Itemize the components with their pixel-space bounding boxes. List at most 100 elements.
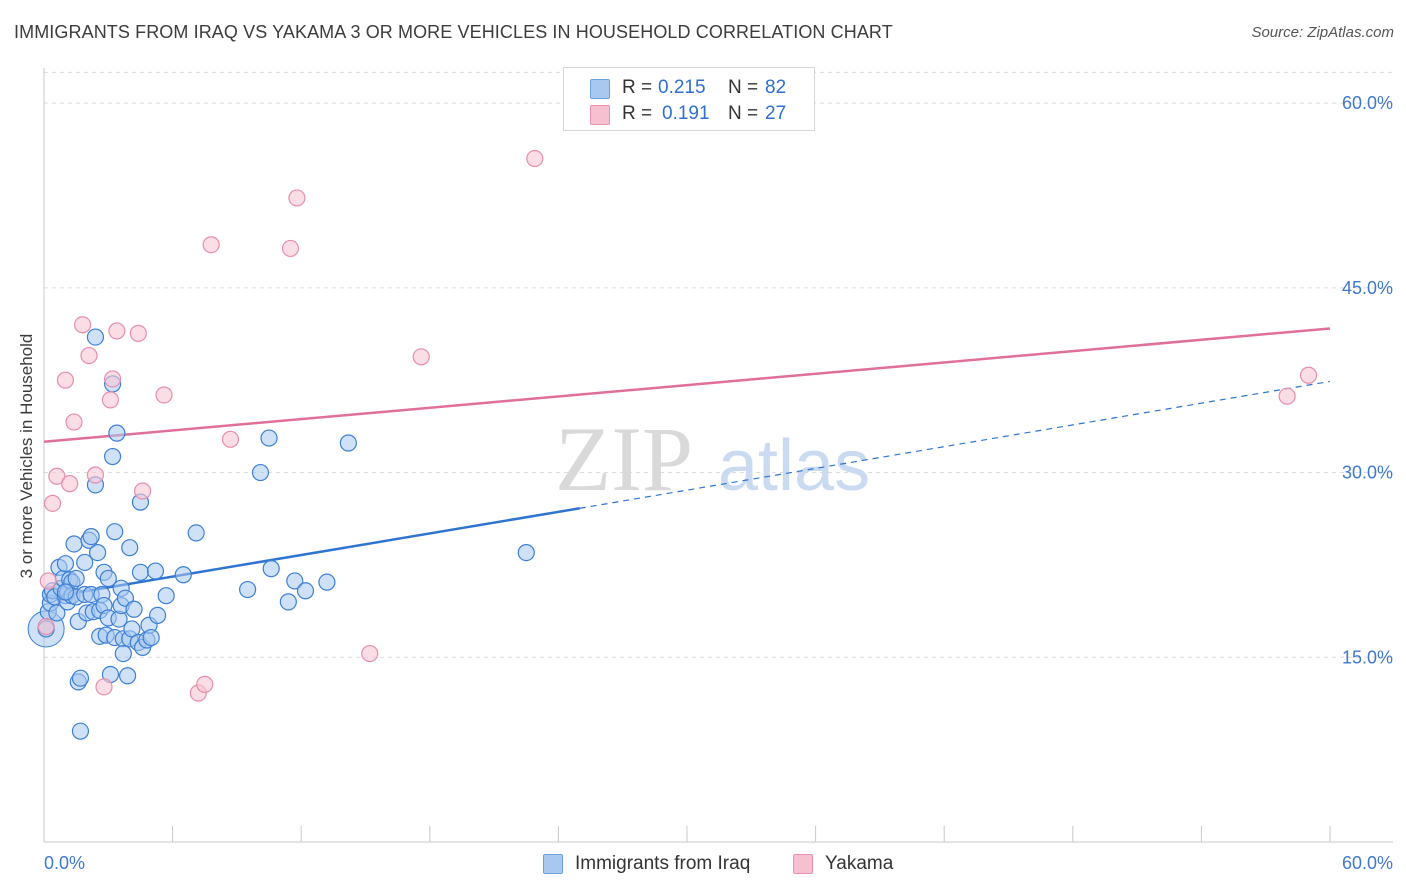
data-point-iraq xyxy=(71,722,90,740)
bottom-legend-swatch-iraq xyxy=(543,854,563,874)
data-point-yakama xyxy=(86,466,105,484)
data-point-yakama xyxy=(133,482,152,500)
legend-n-label: N = xyxy=(728,77,759,98)
bottom-legend-label-yakama: Yakama xyxy=(825,853,894,874)
legend-r-value: 0.191 xyxy=(662,103,710,124)
data-point-iraq xyxy=(56,555,75,573)
data-point-iraq xyxy=(174,566,192,584)
axes xyxy=(43,68,1393,843)
data-point-yakama xyxy=(129,324,147,342)
y-tick-label: 45.0% xyxy=(1342,278,1393,298)
y-tick-labels: 15.0% 30.0% 45.0% 60.0% xyxy=(1342,93,1393,667)
watermark: ZIP atlas xyxy=(555,408,870,510)
data-point-iraq xyxy=(56,583,75,601)
data-point-iraq xyxy=(339,434,357,452)
legend-swatch-iraq xyxy=(590,79,610,99)
source-label: Source: ZipAtlas.com xyxy=(1251,24,1394,41)
data-point-iraq xyxy=(157,587,175,605)
data-point-yakama xyxy=(221,430,240,448)
data-point-iraq xyxy=(121,539,139,557)
data-point-yakama xyxy=(103,370,122,388)
y-axis-label: 3 or more Vehicles in Household xyxy=(17,333,36,579)
data-point-iraq xyxy=(125,600,143,618)
data-point-yakama xyxy=(281,239,300,258)
x-tick-label-max: 60.0% xyxy=(1342,853,1393,873)
data-point-iraq xyxy=(260,429,278,447)
data-point-yakama xyxy=(202,236,220,254)
data-point-iraq xyxy=(71,669,90,687)
legend-n-value: 82 xyxy=(765,77,787,98)
data-point-iraq xyxy=(262,560,280,578)
y-tick-label: 60.0% xyxy=(1342,93,1393,113)
legend-r-label: R = xyxy=(622,103,653,124)
data-point-iraq xyxy=(82,527,100,546)
data-point-iraq xyxy=(48,604,66,622)
data-point-iraq xyxy=(114,644,132,663)
data-point-iraq xyxy=(88,543,107,562)
bottom-legend-swatch-yakama xyxy=(793,854,813,874)
watermark-zip: ZIP xyxy=(555,408,693,510)
data-point-iraq xyxy=(99,569,117,588)
watermark-atlas: atlas xyxy=(718,426,870,506)
legend-r-label: R = xyxy=(622,77,653,98)
data-point-yakama xyxy=(108,322,126,340)
data-point-iraq xyxy=(67,569,85,588)
data-point-iraq xyxy=(86,328,105,346)
chart-title: IMMIGRANTS FROM IRAQ VS YAKAMA 3 OR MORE… xyxy=(14,22,893,42)
bottom-legend-yakama: Yakama xyxy=(793,852,913,876)
series-iraq-points xyxy=(27,328,535,740)
data-point-yakama xyxy=(155,386,173,404)
data-point-iraq xyxy=(118,667,137,685)
data-point-yakama xyxy=(288,189,306,207)
data-point-iraq xyxy=(286,572,304,590)
data-point-iraq xyxy=(146,562,165,580)
legend-n-label: N = xyxy=(728,103,759,124)
data-point-yakama xyxy=(48,467,66,485)
data-point-iraq xyxy=(296,582,315,600)
data-point-iraq xyxy=(131,563,150,581)
data-point-iraq xyxy=(318,573,336,591)
data-point-iraq xyxy=(279,593,297,611)
y-tick-label: 30.0% xyxy=(1342,463,1393,483)
bottom-legend-label-iraq: Immigrants from Iraq xyxy=(575,853,751,874)
data-point-iraq xyxy=(142,628,160,647)
data-point-iraq xyxy=(103,447,122,466)
series-yakama-points xyxy=(37,149,1318,702)
data-point-yakama xyxy=(39,572,57,590)
data-point-yakama xyxy=(1278,387,1296,405)
legend-swatch-yakama xyxy=(590,105,610,125)
data-point-yakama xyxy=(37,617,55,636)
trend-line-iraq xyxy=(43,507,581,600)
legend-r-value: 0.215 xyxy=(658,77,706,98)
data-point-iraq xyxy=(187,524,205,542)
data-point-yakama xyxy=(101,391,120,409)
data-point-yakama xyxy=(73,316,92,334)
data-point-iraq xyxy=(517,543,535,562)
trend-line-yakama xyxy=(43,327,1331,444)
data-point-yakama xyxy=(61,475,79,493)
data-point-yakama xyxy=(412,348,430,366)
data-point-iraq xyxy=(251,463,270,482)
data-point-iraq xyxy=(76,553,94,572)
legend-n-value: 27 xyxy=(765,103,787,124)
data-point-yakama xyxy=(1299,366,1318,384)
data-point-yakama xyxy=(526,149,544,168)
data-point-yakama xyxy=(80,346,98,365)
gridlines xyxy=(44,71,1393,658)
legend: R = 0.215 N = 82 R = 0.191 N = 27 xyxy=(563,67,815,131)
x-tick-label-min: 0.0% xyxy=(44,853,85,873)
trend-lines xyxy=(43,327,1331,600)
data-point-iraq xyxy=(148,606,167,625)
data-point-yakama xyxy=(95,678,113,696)
data-point-yakama xyxy=(43,494,62,512)
bottom-legend-iraq: Immigrants from Iraq xyxy=(543,852,783,876)
data-point-yakama xyxy=(65,413,83,431)
data-point-yakama xyxy=(56,371,75,389)
trend-line-iraq-extension xyxy=(579,380,1331,509)
y-tick-label: 15.0% xyxy=(1342,647,1393,667)
data-point-yakama xyxy=(196,675,214,693)
data-point-yakama xyxy=(361,644,379,663)
data-point-iraq xyxy=(65,535,83,553)
data-point-iraq xyxy=(106,523,124,541)
